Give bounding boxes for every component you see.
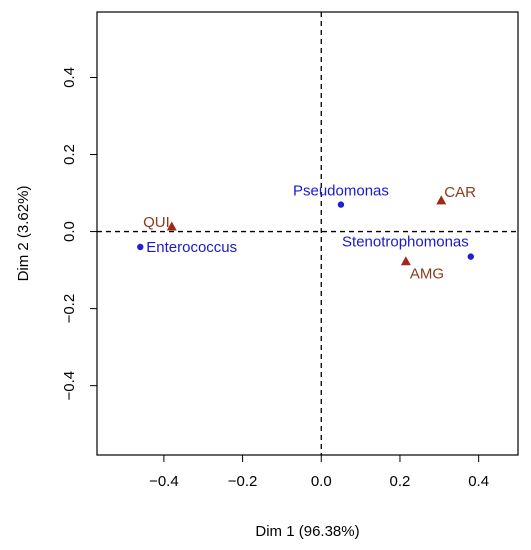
y-axis-title: Dim 2 (3.62%) [15,186,32,282]
y-tick-label: 0.4 [61,67,78,88]
point-qui [166,221,177,231]
plot-frame [96,11,519,456]
point-label-amg: AMG [410,266,444,283]
y-tick-label: −0.4 [61,371,78,401]
point-label-stenotrophomonas: Stenotrophomonas [342,234,469,251]
x-tick-label: 0.4 [468,473,489,490]
point-label-pseudomonas: Pseudomonas [293,183,389,200]
y-tick-label: 0.2 [61,144,78,165]
point-enterococcus [137,243,144,251]
x-tick-label: −0.4 [149,473,179,490]
point-car [436,195,447,205]
point-stenotrophomonas [467,253,474,260]
y-tick-label: −0.2 [61,294,78,324]
x-tick-label: 0.0 [311,473,332,490]
x-tick-label: −0.2 [228,473,258,490]
point-pseudomonas [337,201,345,208]
point-label-car: CAR [444,184,476,201]
point-amg [400,256,411,266]
x-tick-label: 0.2 [390,473,411,490]
x-axis-title: Dim 1 (96.38%) [255,523,359,540]
point-label-enterococcus: Enterococcus [146,239,237,256]
point-label-qui: QUI [143,214,170,231]
plot-area: −0.4 −0.2 0.0 0.2 0.4 −0.4 −0.2 0.0 0.2 0.4 Dim 1 … [15,11,519,540]
y-tick-label: 0.0 [61,221,78,242]
